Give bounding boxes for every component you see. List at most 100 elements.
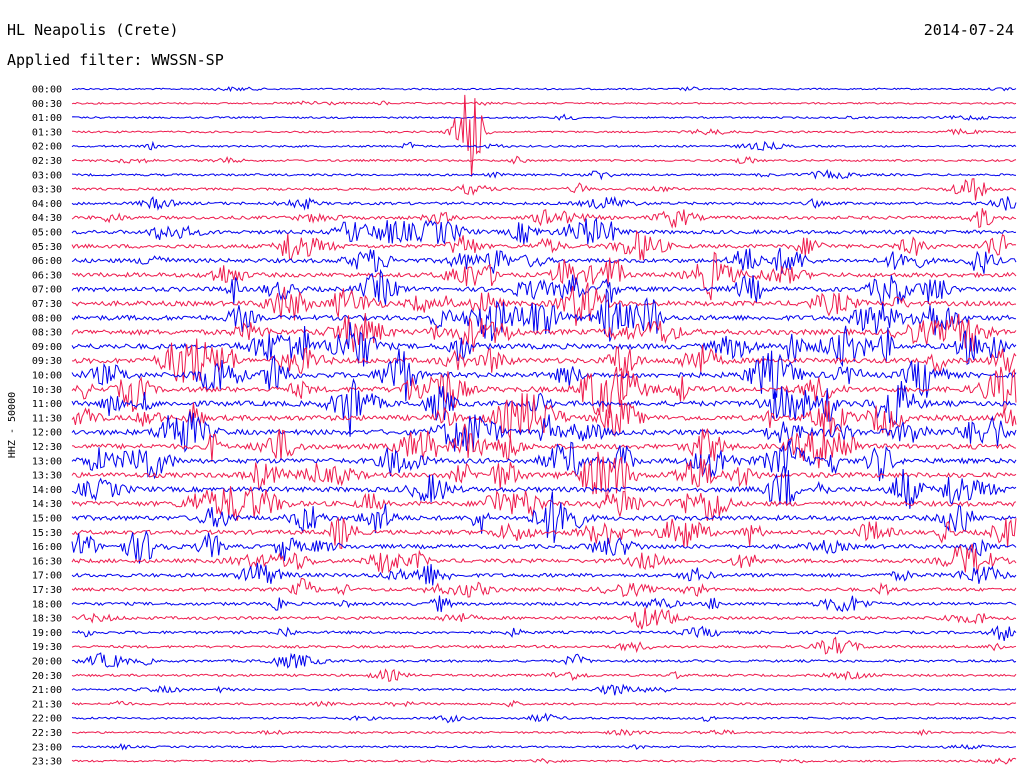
row-tick-label: 21:00 xyxy=(32,685,62,696)
row-tick-label: 05:30 xyxy=(32,242,62,253)
row-tick-label: 15:30 xyxy=(32,528,62,539)
trace-line xyxy=(71,562,1017,586)
trace-line xyxy=(71,607,1017,630)
date-label: 2014-07-24 xyxy=(923,21,1014,39)
trace-line xyxy=(71,113,1017,121)
row-tick-label: 20:00 xyxy=(32,657,62,668)
trace-line xyxy=(71,441,1017,482)
row-tick-label: 09:30 xyxy=(32,356,62,367)
row-tick-label: 10:00 xyxy=(32,371,62,382)
row-tick-label: 17:30 xyxy=(32,585,62,596)
row-tick-label: 23:00 xyxy=(32,742,62,753)
row-tick-label: 19:00 xyxy=(32,628,62,639)
row-tick-label: 22:00 xyxy=(32,714,62,725)
trace-line xyxy=(71,169,1017,181)
trace-line xyxy=(71,251,1017,301)
row-tick-label: 07:30 xyxy=(32,299,62,310)
row-tick-label: 05:00 xyxy=(32,228,62,239)
row-tick-label: 02:30 xyxy=(32,156,62,167)
trace-line xyxy=(71,377,1017,437)
row-tick-label: 17:00 xyxy=(32,571,62,582)
trace-line xyxy=(71,423,1017,469)
trace-line xyxy=(71,712,1017,724)
row-tick-label: 20:30 xyxy=(32,671,62,682)
row-tick-label: 11:00 xyxy=(32,399,62,410)
row-tick-label: 14:30 xyxy=(32,499,62,510)
row-tick-label: 14:00 xyxy=(32,485,62,496)
trace-line xyxy=(71,338,1017,383)
trace-line xyxy=(71,217,1017,245)
trace-line xyxy=(71,208,1017,229)
side-axis-label: HHZ - 50000 xyxy=(7,392,18,458)
row-tick-label: 23:30 xyxy=(32,757,62,768)
row-tick-label: 04:00 xyxy=(32,199,62,210)
row-tick-label: 13:00 xyxy=(32,456,62,467)
row-tick-label: 07:00 xyxy=(32,285,62,296)
trace-line xyxy=(71,543,1017,574)
station-title: HL Neapolis (Crete) xyxy=(7,21,179,39)
row-tick-label: 04:30 xyxy=(32,213,62,224)
trace-line xyxy=(71,322,1017,368)
trace-line xyxy=(71,268,1017,308)
row-tick-label: 22:30 xyxy=(32,728,62,739)
row-tick-label: 16:30 xyxy=(32,556,62,567)
trace-line xyxy=(71,86,1017,93)
trace-line xyxy=(71,411,1017,453)
trace-line xyxy=(71,366,1017,419)
row-tick-label: 13:30 xyxy=(32,471,62,482)
row-tick-label: 03:30 xyxy=(32,185,62,196)
trace-line xyxy=(71,636,1017,655)
trace-line xyxy=(71,577,1017,598)
trace-line xyxy=(71,699,1017,708)
trace-line xyxy=(71,247,1017,274)
row-tick-label: 03:00 xyxy=(32,170,62,181)
trace-line xyxy=(72,728,1017,737)
trace-line xyxy=(71,451,1017,501)
trace-line xyxy=(71,625,1017,642)
row-tick-label: 00:30 xyxy=(32,99,62,110)
trace-line xyxy=(71,486,1017,522)
trace-line xyxy=(71,465,1017,509)
row-tick-label: 06:30 xyxy=(32,270,62,281)
trace-line xyxy=(71,491,1017,543)
trace-line xyxy=(71,743,1017,751)
row-tick-label: 21:30 xyxy=(32,699,62,710)
row-tick-label: 12:30 xyxy=(32,442,62,453)
trace-line xyxy=(71,683,1017,696)
trace-line xyxy=(71,393,1017,440)
trace-line xyxy=(71,312,1017,353)
filter-label: Applied filter: WWSSN-SP xyxy=(7,51,224,69)
trace-line xyxy=(71,195,1017,211)
trace-line xyxy=(71,652,1017,669)
trace-line xyxy=(71,100,1017,106)
trace-line xyxy=(71,595,1017,613)
trace-line xyxy=(71,516,1017,550)
row-tick-label: 08:00 xyxy=(32,313,62,324)
row-tick-label: 00:00 xyxy=(32,85,62,96)
row-tick-label: 01:00 xyxy=(32,113,62,124)
row-tick-label: 12:00 xyxy=(32,428,62,439)
row-tick-label: 08:30 xyxy=(32,328,62,339)
row-tick-label: 16:00 xyxy=(32,542,62,553)
row-tick-label: 18:00 xyxy=(32,599,62,610)
trace-line xyxy=(71,94,1017,177)
trace-group xyxy=(71,86,1017,765)
trace-line xyxy=(71,757,1017,765)
row-tick-label: 06:00 xyxy=(32,256,62,267)
trace-line xyxy=(71,348,1017,402)
row-tick-label: 15:00 xyxy=(32,514,62,525)
row-tick-label: 02:00 xyxy=(32,142,62,153)
trace-line xyxy=(71,282,1016,326)
trace-line xyxy=(71,668,1017,682)
row-tick-label: 01:30 xyxy=(32,127,62,138)
row-tick-label: 09:00 xyxy=(32,342,62,353)
row-tick-label: 10:30 xyxy=(32,385,62,396)
trace-line xyxy=(71,529,1017,564)
trace-line xyxy=(71,155,1017,165)
row-tick-label: 18:30 xyxy=(32,614,62,625)
trace-line xyxy=(71,178,1017,201)
trace-line xyxy=(71,229,1017,261)
trace-line xyxy=(71,140,1017,151)
row-tick-label: 11:30 xyxy=(32,413,62,424)
